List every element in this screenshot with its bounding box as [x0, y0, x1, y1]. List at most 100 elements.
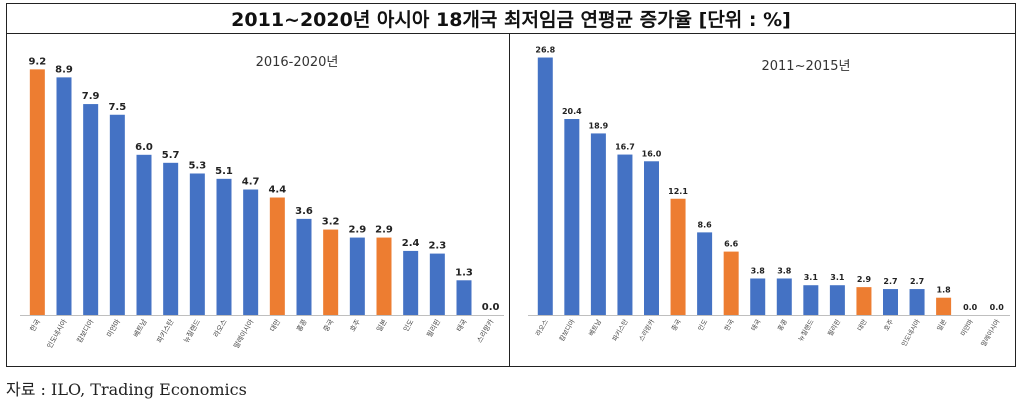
data-label: 4.7: [242, 177, 260, 188]
bar-대만: [856, 287, 872, 315]
data-label: 26.8: [535, 46, 555, 55]
data-label: 3.1: [830, 273, 845, 282]
data-label: 3.1: [804, 273, 819, 282]
data-label: 2.4: [402, 238, 420, 249]
x-tick-label: 호주: [349, 318, 363, 334]
bar-베트남: [136, 154, 152, 315]
data-label: 16.0: [642, 149, 662, 158]
data-label: 0.0: [963, 303, 978, 312]
x-tick-label: 인도: [401, 317, 416, 333]
bar-대만: [269, 197, 285, 315]
x-tick-label: 태국: [455, 318, 469, 334]
data-label: 2.7: [883, 277, 897, 286]
x-tick-label: 파키스탄: [155, 317, 176, 344]
bar-중국: [323, 229, 339, 315]
x-tick-label: 인도: [696, 317, 710, 332]
bar-파키스탄: [617, 154, 633, 315]
x-tick-label: 뉴질랜드: [796, 317, 816, 342]
page-title: 2011~2020년 아시아 18개국 최저임금 연평균 증가율 [단위 : %…: [7, 4, 1015, 34]
x-tick-label: 인도네시아: [899, 317, 922, 347]
bar-라오스: [216, 178, 232, 315]
data-label: 2.3: [428, 241, 446, 252]
data-label: 1.8: [937, 286, 952, 295]
data-label: 3.6: [295, 206, 313, 217]
data-label: 8.6: [698, 220, 713, 229]
bar-인도네시아: [56, 77, 72, 315]
data-label: 7.5: [108, 102, 126, 113]
x-tick-label: 스리랑카: [475, 317, 496, 344]
bar-일본: [376, 237, 392, 315]
bar-홍콩: [296, 218, 312, 315]
data-label: 2.9: [348, 225, 366, 236]
x-tick-label: 홍콩: [775, 317, 789, 332]
bar-일본: [936, 297, 952, 315]
x-tick-label: 미얀마: [105, 317, 123, 339]
bar-스리랑카: [644, 161, 659, 315]
chart-panel-2016-2020: 2016-2020년 9.2 한국 8.9 인도네시아 7.9 캄보디아 7.5 미얀마 6.0 베…: [7, 34, 510, 366]
data-label: 5.7: [162, 150, 180, 161]
x-tick-label: 대만: [268, 317, 283, 333]
data-label: 20.4: [562, 107, 582, 116]
x-tick-label: 인도네시아: [45, 317, 69, 350]
bar-말레이시아: [243, 189, 259, 315]
bar-필리핀: [829, 285, 845, 315]
x-tick-label: 베트남: [131, 317, 149, 339]
x-tick-label: 일본: [935, 317, 949, 332]
x-tick-label: 베트남: [586, 317, 603, 337]
x-tick-label: 호주: [882, 318, 895, 332]
bar-베트남: [590, 133, 606, 315]
bar-인도: [403, 250, 419, 315]
x-tick-label: 캄보디아: [557, 317, 577, 342]
x-tick-label: 캄보디아: [75, 317, 96, 344]
x-tick-label: 말레이시아: [232, 317, 256, 350]
x-tick-label: 뉴질랜드: [181, 317, 202, 344]
x-tick-label: 스리랑카: [636, 317, 656, 342]
bar-태국: [750, 278, 766, 315]
data-label: 3.8: [751, 266, 766, 275]
chart-frame: 2011~2020년 아시아 18개국 최저임금 연평균 증가율 [단위 : %…: [6, 3, 1016, 367]
data-label: 6.0: [135, 142, 153, 153]
x-tick-label: 말레이시아: [979, 317, 1002, 347]
bar-뉴질랜드: [189, 173, 205, 315]
x-tick-label: 라오스: [533, 317, 550, 337]
x-tick-label: 라오스: [211, 317, 229, 339]
x-tick-label: 필리핀: [825, 317, 842, 337]
bar-호주: [349, 237, 365, 315]
bar-호주: [883, 289, 898, 315]
data-label: 7.9: [82, 91, 100, 102]
bar-캄보디아: [564, 119, 580, 315]
bar-홍콩: [776, 278, 792, 315]
bar-chart-2011-2015: 2011~2015년 26.8 라오스 20.4 캄보디아 18.9 베트남 16.7 파키스탄…: [528, 46, 1010, 348]
data-label: 12.1: [668, 187, 688, 196]
x-tick-label: 파키스탄: [610, 317, 630, 342]
data-label: 3.2: [322, 217, 340, 228]
data-label: 2.7: [910, 277, 924, 286]
data-label: 5.3: [188, 160, 206, 171]
source-note: 자료 : ILO, Trading Economics: [6, 380, 247, 399]
data-label: 5.1: [215, 166, 233, 177]
bar-중국: [670, 198, 686, 315]
data-label: 4.4: [268, 185, 286, 196]
data-label: 0.0: [990, 303, 1005, 312]
bar-인도네시아: [909, 289, 925, 315]
bar-미얀마: [109, 114, 125, 315]
data-label: 8.9: [55, 64, 73, 75]
x-tick-label: 중국: [670, 318, 683, 332]
x-tick-label: 홍콩: [294, 317, 309, 333]
chart-subtitle: 2016-2020년: [256, 55, 339, 70]
data-label: 6.6: [724, 240, 739, 249]
x-tick-label: 한국: [723, 318, 736, 332]
bar-파키스탄: [163, 162, 179, 315]
bar-한국: [29, 69, 45, 315]
bar-뉴질랜드: [803, 285, 819, 315]
data-label: 3.8: [777, 266, 792, 275]
data-label: 18.9: [589, 121, 609, 130]
chart-subtitle: 2011~2015년: [761, 59, 850, 74]
bar-chart-2016-2020: 2016-2020년 9.2 한국 8.9 인도네시아 7.9 캄보디아 7.5 미얀마 6.0 베…: [20, 55, 504, 350]
bar-필리핀: [429, 253, 445, 315]
data-label: 2.9: [375, 225, 393, 236]
bar-캄보디아: [83, 104, 99, 315]
data-label: 0.0: [482, 302, 500, 313]
x-tick-label: 대만: [855, 317, 869, 332]
bar-라오스: [537, 57, 553, 316]
